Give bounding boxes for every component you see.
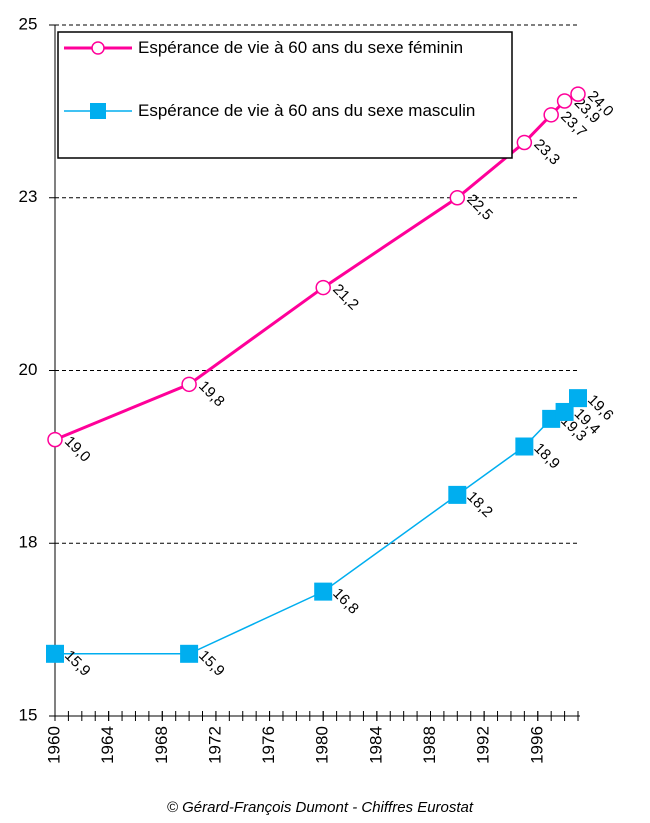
legend-entry: Espérance de vie à 60 ans du sexe fémini…: [138, 38, 464, 57]
legend-marker: [90, 103, 106, 119]
point: [543, 107, 559, 123]
data-label: 22,5: [463, 191, 496, 224]
point: [570, 86, 586, 102]
data-label: 21,2: [329, 281, 362, 314]
legend-label: Espérance de vie à 60 ans du sexe mascul…: [138, 101, 476, 120]
data-label: 18,2: [463, 488, 496, 521]
x-tick-label: 1976: [259, 726, 278, 764]
x-tick-label: 1960: [44, 726, 63, 764]
data-label: 15,9: [195, 647, 228, 680]
legend-entry: Espérance de vie à 60 ans du sexe mascul…: [138, 101, 476, 120]
point: [516, 134, 533, 151]
x-tick-label: 1992: [474, 726, 493, 764]
y-tick-label: 23: [19, 187, 38, 206]
data-label: 16,8: [329, 585, 362, 618]
y-tick-label: 20: [19, 360, 38, 379]
point: [181, 376, 197, 393]
point: [556, 93, 573, 109]
point: [515, 437, 534, 456]
data-label: 19,0: [61, 433, 94, 466]
x-tick-label: 1988: [420, 726, 439, 764]
data-label: 19,8: [195, 378, 228, 411]
x-tick-label: 1980: [313, 726, 332, 764]
y-tick-label: 18: [19, 533, 38, 552]
series-line: [55, 397, 579, 655]
x-tick-label: 1996: [527, 726, 546, 764]
y-tick-label: 15: [19, 705, 38, 724]
point: [314, 582, 333, 601]
point: [46, 644, 64, 663]
y-tick-label: 25: [19, 14, 38, 33]
x-tick-label: 1968: [152, 726, 171, 764]
legend-marker: [91, 41, 105, 55]
point: [47, 431, 63, 448]
point: [555, 402, 574, 421]
legend-box: [57, 31, 513, 159]
point: [448, 485, 467, 504]
point: [569, 389, 587, 408]
data-label: 23,3: [530, 136, 563, 169]
x-tick-label: 1984: [366, 726, 385, 764]
x-tick-label: 1972: [205, 726, 224, 764]
legend-label: Espérance de vie à 60 ans du sexe fémini…: [138, 38, 464, 57]
point: [180, 644, 199, 663]
source: © Gérard-François Dumont - Chiffres Euro…: [167, 799, 474, 816]
data-label: 15,9: [61, 647, 94, 680]
x-tick-label: 1964: [98, 726, 117, 764]
point: [315, 279, 331, 296]
point: [449, 190, 466, 206]
data-label: 18,9: [530, 440, 563, 473]
legend: Espérance de vie à 60 ans du sexe fémini…: [57, 31, 513, 159]
